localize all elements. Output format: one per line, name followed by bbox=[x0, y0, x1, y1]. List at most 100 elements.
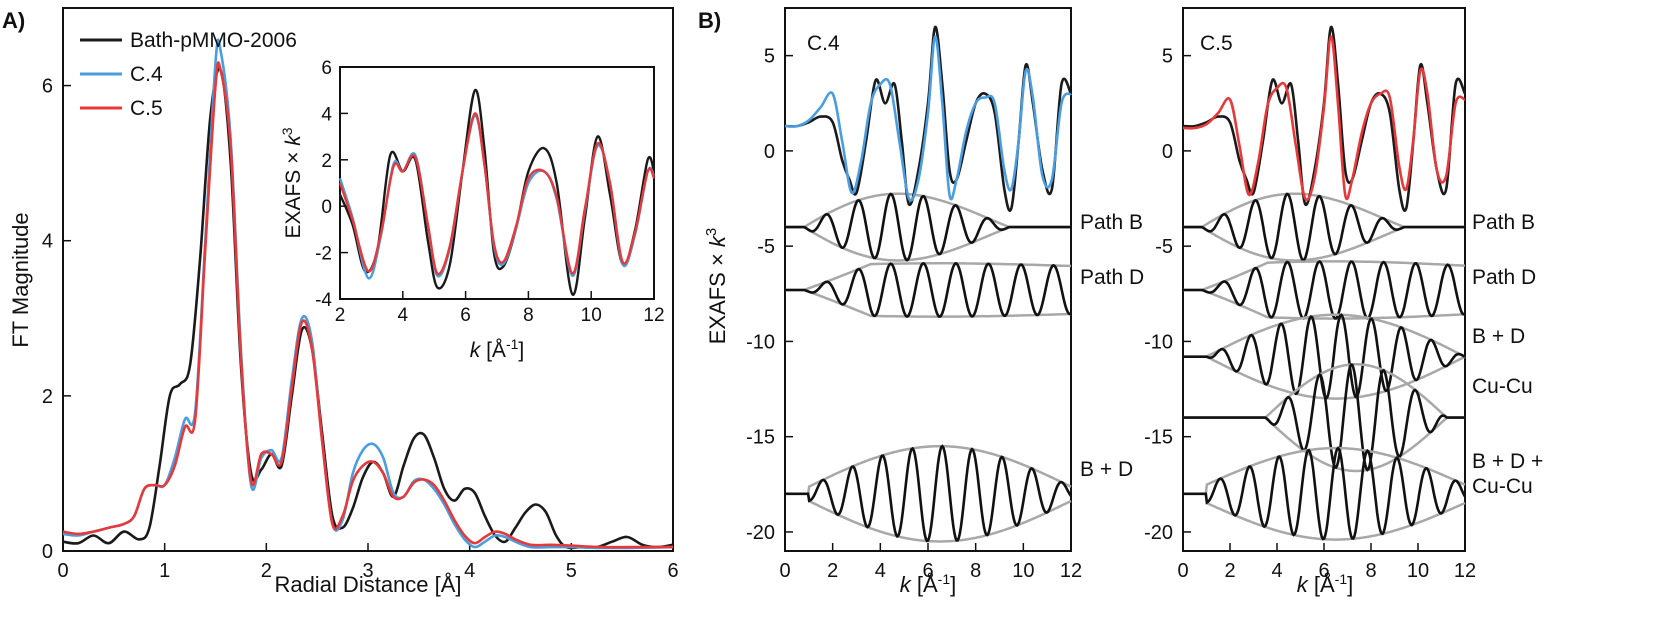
bl-ytick-label: 5 bbox=[764, 46, 775, 68]
b-left-lines bbox=[784, 25, 1073, 212]
panel-a-inset: 2 4 6 8 10 12 -4 -2 0 2 4 6 EXAFS × k3 k [Å-1] bbox=[279, 58, 665, 362]
inset-xtick-label: 12 bbox=[643, 305, 664, 326]
panel-b-left-c4: 0 2 4 6 8 10 12 -20 -15 -10 -5 0 5 C.4 k [Å-1] Path … bbox=[746, 7, 1144, 597]
bl-ytick-label: -20 bbox=[746, 522, 775, 544]
br-comp-path-d-envelope-upper bbox=[1183, 260, 1466, 292]
br-comp-path-d-envelope-lower bbox=[1183, 288, 1465, 320]
b-right-path-bdcucu-1: B + D + bbox=[1472, 450, 1543, 473]
b-left-components bbox=[785, 192, 1073, 543]
inset-xtick-label: 10 bbox=[581, 305, 602, 326]
panel-b-label: B) bbox=[698, 8, 721, 33]
bl-xtick-label: 12 bbox=[1060, 560, 1082, 582]
inset-xtick-label: 2 bbox=[335, 305, 346, 326]
b-right-path-d: Path D bbox=[1472, 266, 1536, 289]
bl-ytick-label: -5 bbox=[757, 236, 775, 258]
br-xtick-label: 10 bbox=[1407, 560, 1429, 582]
bl-xtick-label: 0 bbox=[779, 560, 790, 582]
inset-ytick-label: 4 bbox=[321, 104, 332, 125]
br-ytick-label: -5 bbox=[1155, 236, 1173, 258]
br-ytick-label: 5 bbox=[1162, 46, 1173, 68]
inset-xlabel: k [Å-1] bbox=[470, 336, 524, 362]
legend-label-bath: Bath-pMMO-2006 bbox=[130, 29, 297, 52]
br-comp-b-plus-d-plus-cu-cu-envelope-lower bbox=[1183, 492, 1466, 541]
br-ytick-label: -15 bbox=[1144, 427, 1173, 449]
a-ytick-label: 4 bbox=[42, 231, 53, 253]
inset-ticks: 2 4 6 8 10 12 -4 -2 0 2 4 6 bbox=[315, 58, 664, 326]
br-comp-path-d-wave bbox=[1183, 260, 1466, 320]
br-series-1 bbox=[1182, 35, 1466, 202]
bl-series-1 bbox=[784, 35, 1072, 202]
panel-a-ylabel: FT Magnitude bbox=[8, 212, 33, 347]
b-right-path-cucu: Cu-Cu bbox=[1472, 375, 1533, 398]
inset-xtick-label: 4 bbox=[398, 305, 409, 326]
b-right-path-bdcucu-2: Cu-Cu bbox=[1472, 475, 1533, 498]
a-xtick-label: 6 bbox=[667, 560, 678, 582]
b-right-ticks: 0 2 4 6 8 10 12 -20 -15 -10 -5 0 5 bbox=[1144, 46, 1476, 582]
bl-xtick-label: 8 bbox=[970, 560, 981, 582]
a-xtick-label: 0 bbox=[57, 560, 68, 582]
b-right-lines bbox=[1182, 25, 1467, 212]
bl-ytick-label: -15 bbox=[746, 427, 775, 449]
panel-a-lines bbox=[62, 38, 674, 550]
inset-xtick-label: 8 bbox=[523, 305, 534, 326]
br-comp-b-plus-d-envelope-upper bbox=[1183, 313, 1466, 358]
bl-comp-b-plus-d-envelope-lower bbox=[785, 492, 1072, 543]
a-xtick-label: 2 bbox=[261, 560, 272, 582]
inset-ylabel: EXAFS × k3 bbox=[279, 127, 305, 238]
bl-comp-b-plus-d-envelope-upper bbox=[785, 444, 1072, 496]
br-xtick-label: 0 bbox=[1177, 560, 1188, 582]
bl-comp-path-b-wave bbox=[785, 192, 1071, 262]
a-xtick-label: 3 bbox=[362, 560, 373, 582]
b-right-title: C.5 bbox=[1200, 32, 1233, 55]
b-right-components bbox=[1183, 192, 1467, 541]
a-ytick-label: 0 bbox=[42, 541, 53, 563]
br-comp-cu-cu-wave bbox=[1183, 363, 1465, 472]
a-series-0 bbox=[62, 67, 674, 550]
panel-b-right-c5: 0 2 4 6 8 10 12 -20 -15 -10 -5 0 5 C.5 k [Å-1] Path … bbox=[1144, 7, 1543, 597]
b-left-path-d: Path D bbox=[1080, 266, 1144, 289]
br-comp-path-b-envelope-lower bbox=[1183, 225, 1465, 262]
panel-a-legend: Bath-pMMO-2006 C.4 C.5 bbox=[80, 29, 297, 120]
bl-ytick-label: 0 bbox=[764, 141, 775, 163]
a-xtick-label: 5 bbox=[566, 560, 577, 582]
br-ytick-label: 0 bbox=[1162, 141, 1173, 163]
panel-a-label: A) bbox=[2, 8, 25, 33]
br-ytick-label: -20 bbox=[1144, 522, 1173, 544]
b-right-path-bd: B + D bbox=[1472, 325, 1525, 348]
legend-label-c4: C.4 bbox=[130, 63, 163, 86]
b-right-path-b: Path B bbox=[1472, 211, 1535, 234]
br-xtick-label: 4 bbox=[1271, 560, 1282, 582]
legend-label-c5: C.5 bbox=[130, 97, 163, 120]
a-ytick-label: 6 bbox=[42, 76, 53, 98]
bl-comp-b-plus-d-wave bbox=[785, 444, 1073, 543]
br-comp-cu-cu-envelope-lower bbox=[1183, 416, 1465, 473]
bl-xtick-label: 2 bbox=[827, 560, 838, 582]
b-left-xlabel: k [Å-1] bbox=[900, 571, 956, 597]
b-left-path-b: Path B bbox=[1080, 211, 1143, 234]
panel-a-xlabel: Radial Distance [Å] bbox=[274, 572, 461, 597]
br-xtick-label: 8 bbox=[1365, 560, 1376, 582]
inset-lines bbox=[338, 88, 656, 296]
inset-ytick-label: 2 bbox=[321, 151, 332, 172]
bl-xtick-label: 6 bbox=[922, 560, 933, 582]
bl-xtick-label: 4 bbox=[875, 560, 886, 582]
br-xtick-label: 6 bbox=[1318, 560, 1329, 582]
inset-ytick-label: 0 bbox=[321, 197, 332, 218]
b-left-title: C.4 bbox=[807, 32, 840, 55]
br-ytick-label: -10 bbox=[1144, 331, 1173, 353]
bl-comp-path-b-envelope-lower bbox=[785, 225, 1071, 262]
inset-xtick-label: 6 bbox=[460, 305, 471, 326]
a-series-2 bbox=[62, 61, 673, 549]
bl-comp-path-d-envelope-upper bbox=[785, 262, 1072, 292]
panel-b-exafs: EXAFS × k3 0 2 4 6 8 10 12 -20 -15 -10 -5 0 5 C.4 k … bbox=[703, 7, 1543, 597]
bl-ytick-label: -10 bbox=[746, 331, 775, 353]
a-ytick-label: 2 bbox=[42, 386, 53, 408]
b-left-path-bd: B + D bbox=[1080, 458, 1133, 481]
b-right-xlabel: k [Å-1] bbox=[1297, 571, 1353, 597]
br-xtick-label: 2 bbox=[1224, 560, 1235, 582]
inset-ytick-label: 6 bbox=[321, 58, 332, 79]
a-xtick-label: 1 bbox=[159, 560, 170, 582]
inset-series-2 bbox=[338, 112, 656, 276]
